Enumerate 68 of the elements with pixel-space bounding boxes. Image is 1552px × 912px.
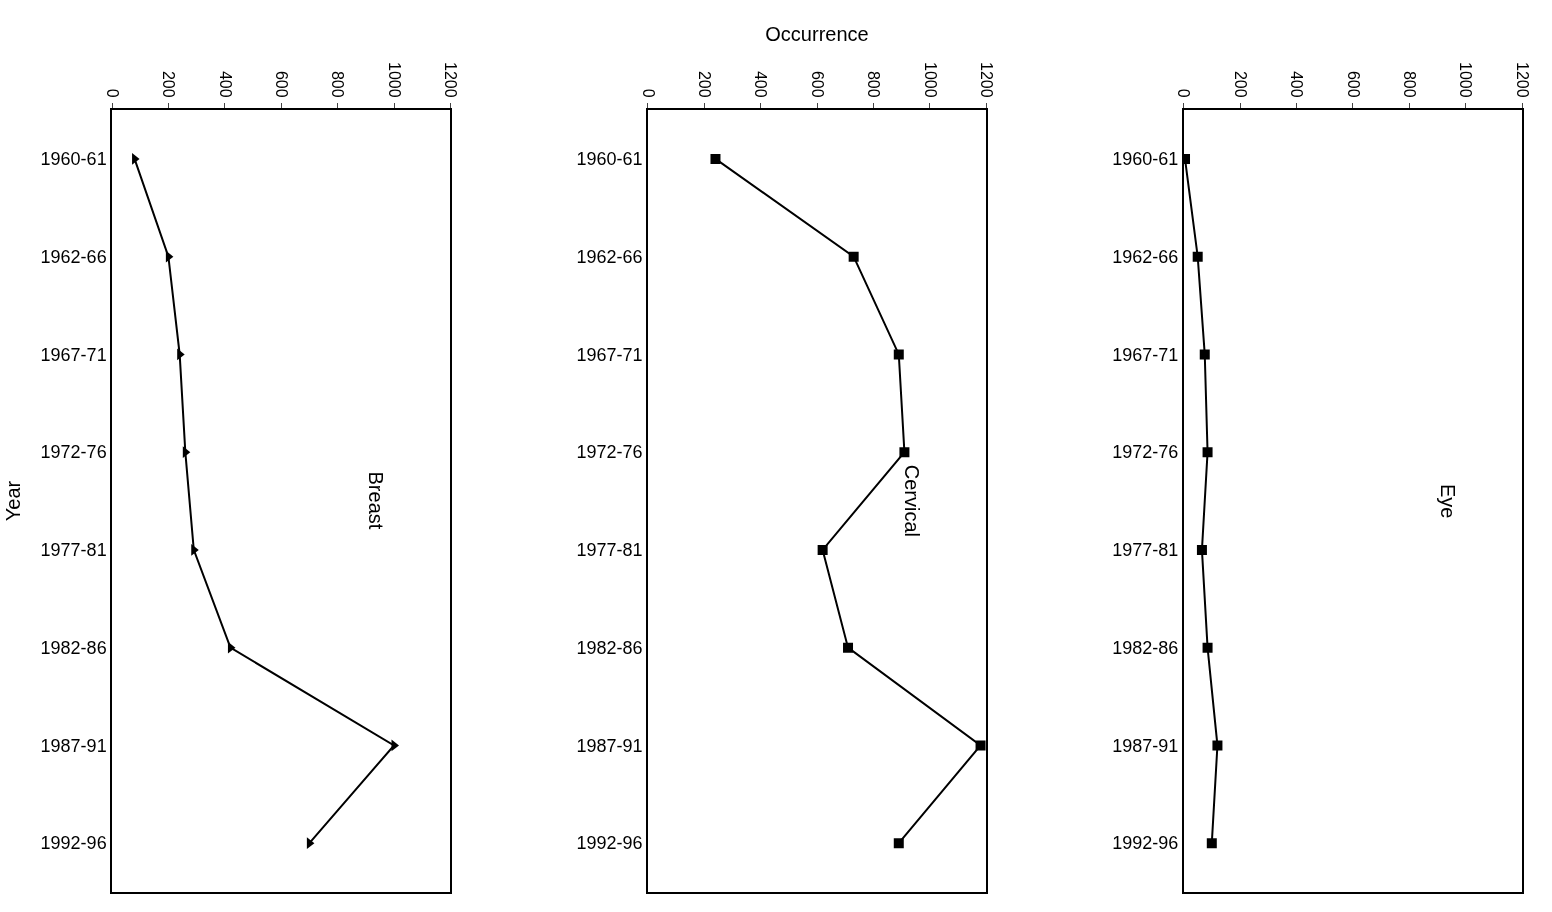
y-tick-label: 1967-71: [1112, 344, 1179, 365]
point: [1202, 642, 1213, 653]
y-tick-label: 1972-76: [576, 442, 643, 463]
y-tick-label: 1972-76: [40, 442, 107, 463]
x-tick-label: 800: [1401, 70, 1418, 98]
x-tick-label: 200: [1231, 70, 1249, 98]
point: [843, 642, 854, 653]
y-tick-label: 1992-96: [40, 833, 107, 854]
y-tick-label: 1992-96: [576, 833, 643, 854]
x-tick-label: 600: [1344, 70, 1362, 98]
y-tick-label: 1962-66: [1112, 246, 1179, 267]
x-tick-label: 400: [1288, 70, 1306, 98]
x-tick-label: 1000: [385, 62, 403, 98]
point: [1196, 544, 1207, 555]
y-tick-label: 1962-66: [40, 246, 107, 267]
point: [893, 838, 904, 849]
y-tick-label: 1987-91: [1112, 735, 1179, 756]
x-tick-label: 1200: [442, 62, 460, 98]
point: [817, 544, 828, 555]
point: [893, 349, 904, 360]
point: [1206, 838, 1217, 849]
y-tick-label: 1972-76: [1112, 442, 1179, 463]
x-tick-label: 400: [216, 70, 234, 98]
x-axis-title: Occurrence: [765, 23, 869, 46]
y-tick-label: 1982-86: [1112, 637, 1179, 658]
y-tick-label: 1982-86: [40, 637, 107, 658]
x-tick-label: 0: [103, 88, 121, 98]
x-tick-label: 0: [639, 88, 657, 98]
y-tick-label: 1992-96: [1112, 833, 1179, 854]
x-tick-label: 600: [808, 70, 826, 98]
point: [710, 153, 721, 164]
point: [1192, 251, 1203, 262]
y-tick-label: 1987-91: [40, 735, 107, 756]
y-tick-label: 1967-71: [576, 344, 643, 365]
y-tick-label: 1960-61: [1112, 149, 1179, 170]
point: [899, 447, 910, 458]
y-axis-title: Year: [1, 480, 24, 522]
annotation: Cervical: [901, 464, 924, 537]
y-tick-label: 1977-81: [576, 540, 643, 561]
annotation: Breast: [365, 471, 388, 530]
y-tick-label: 1960-61: [576, 149, 643, 170]
point: [848, 251, 859, 262]
point: [1199, 349, 1210, 360]
x-tick-label: 800: [865, 70, 883, 98]
y-tick-label: 1962-66: [576, 246, 643, 267]
point: [182, 446, 191, 458]
x-tick-label: 600: [273, 70, 290, 98]
y-tick-label: 1967-71: [40, 344, 107, 365]
point: [1212, 740, 1223, 751]
x-tick-label: 1200: [978, 62, 995, 98]
x-tick-label: 0: [1175, 88, 1193, 98]
x-tick-label: 1000: [1457, 62, 1475, 98]
y-tick-label: 1960-61: [40, 149, 107, 170]
y-tick-label: 1977-81: [1112, 540, 1179, 561]
point: [1202, 447, 1213, 458]
point: [975, 740, 986, 751]
x-tick-label: 200: [160, 70, 178, 98]
point: [1183, 153, 1191, 164]
x-tick-label: 1000: [921, 62, 939, 98]
y-tick-label: 1982-86: [576, 637, 643, 658]
x-tick-label: 1200: [1513, 62, 1531, 98]
x-tick-label: 400: [752, 70, 770, 98]
point: [306, 837, 315, 849]
x-tick-label: 800: [329, 70, 347, 98]
y-tick-label: 1987-91: [576, 735, 643, 756]
x-tick-label: 200: [696, 70, 713, 98]
annotation: Eye: [1437, 483, 1460, 519]
y-tick-label: 1977-81: [40, 540, 107, 561]
